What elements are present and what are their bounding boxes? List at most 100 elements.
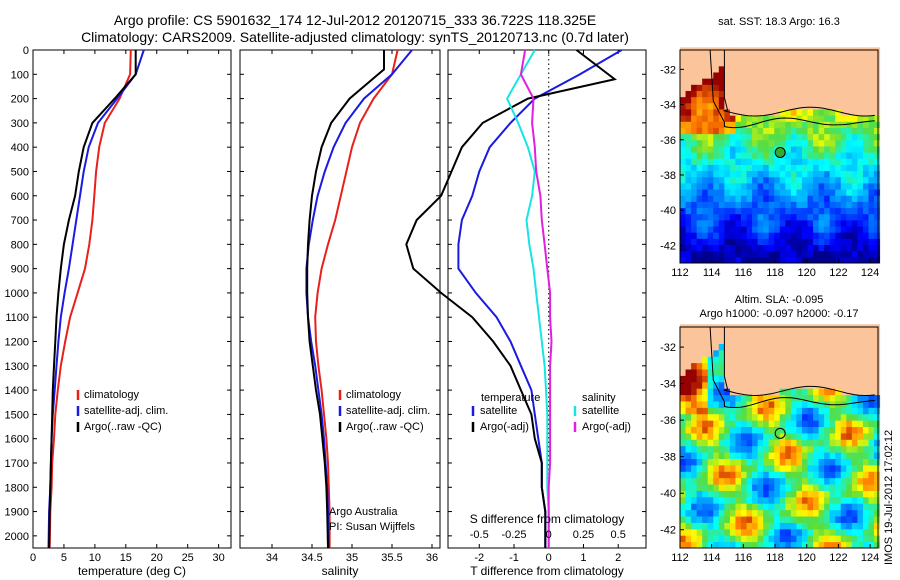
heatmap-cell <box>840 176 847 184</box>
heatmap-cell <box>768 484 775 491</box>
heatmap-cell <box>801 127 809 135</box>
heatmap-cell <box>840 343 847 351</box>
heatmap-cell <box>713 84 720 91</box>
heatmap-cell <box>824 59 831 67</box>
heatmap-cell <box>763 394 770 402</box>
heatmap-cell <box>846 90 853 98</box>
heatmap-cell <box>696 90 703 98</box>
heatmap-cell <box>807 439 814 447</box>
heatmap-cell <box>774 420 781 428</box>
heatmap-cell <box>774 207 781 215</box>
heatmap-cell <box>702 362 709 370</box>
heatmap-cell <box>846 127 853 135</box>
heatmap-cell <box>851 432 858 440</box>
heatmap-cell <box>702 78 709 85</box>
heatmap-cell <box>779 65 786 73</box>
heatmap-cell <box>735 127 742 135</box>
heatmap-cell <box>796 213 803 221</box>
heatmap-cell <box>874 182 881 190</box>
heatmap-cell <box>702 490 709 498</box>
heatmap-cell <box>829 496 836 504</box>
heatmap-cell <box>702 330 709 338</box>
heatmap-cell <box>680 170 687 178</box>
temperature-axes-box <box>32 49 232 549</box>
legend-label: satellite <box>480 405 517 417</box>
heatmap-cell <box>718 426 725 434</box>
heatmap-cell <box>835 503 842 511</box>
heatmap-cell <box>718 250 725 258</box>
heatmap-cell <box>680 477 687 485</box>
heatmap-cell <box>696 195 703 202</box>
heatmap-cell <box>862 503 869 511</box>
heatmap-cell <box>763 445 770 453</box>
heatmap-cell <box>735 102 742 110</box>
heatmap-cell <box>829 477 836 485</box>
heatmap-cell <box>818 102 825 110</box>
heatmap-cell <box>796 516 803 523</box>
heatmap-cell <box>796 256 803 264</box>
heatmap-cell <box>868 102 875 110</box>
x-tick-label: 34.5 <box>301 552 322 564</box>
heatmap-cell <box>829 176 836 184</box>
heatmap-cell <box>779 47 786 55</box>
heatmap-cell <box>746 324 753 332</box>
heatmap-cell <box>801 349 809 357</box>
heatmap-cell <box>851 541 858 549</box>
heatmap-cell <box>691 90 698 98</box>
heatmap-cell <box>691 452 698 459</box>
heatmap-cell <box>857 250 864 258</box>
heatmap-cell <box>785 445 792 453</box>
heatmap-cell <box>702 484 709 491</box>
heatmap-cell <box>740 232 748 239</box>
heatmap-cell <box>718 496 725 504</box>
heatmap-cell <box>813 238 820 246</box>
heatmap-cell <box>752 47 759 55</box>
heatmap-cell <box>818 375 825 383</box>
heatmap-cell <box>685 84 692 91</box>
heatmap-cell <box>713 195 720 202</box>
heatmap-cell <box>774 541 781 549</box>
heatmap-cell <box>846 343 853 351</box>
heatmap-cell <box>707 78 714 85</box>
heatmap-cell <box>824 407 831 415</box>
heatmap-cell <box>840 250 847 258</box>
heatmap-cell <box>691 522 698 530</box>
heatmap-cell <box>779 471 786 479</box>
heatmap-cell <box>824 207 831 215</box>
heatmap-cell <box>713 238 720 246</box>
heatmap-cell <box>774 213 781 221</box>
heatmap-cell <box>813 250 820 258</box>
heatmap-cell <box>702 369 709 376</box>
heatmap-cell <box>746 244 753 252</box>
x-tick-label: 122 <box>829 552 847 564</box>
heatmap-cell <box>685 238 692 246</box>
heatmap-cell <box>680 96 687 104</box>
heatmap-cell <box>713 407 720 415</box>
heatmap-cell <box>868 452 875 459</box>
heatmap-cell <box>801 400 809 408</box>
heatmap-cell <box>768 195 775 202</box>
heatmap-cell <box>835 102 842 110</box>
heatmap-cell <box>785 420 792 428</box>
heatmap-cell <box>752 388 759 396</box>
heatmap-cell <box>813 121 820 128</box>
heatmap-cell <box>707 490 714 498</box>
heatmap-cell <box>779 244 786 252</box>
heatmap-cell <box>718 349 725 357</box>
x-tick-label: 116 <box>735 552 753 564</box>
heatmap-cell <box>685 375 692 383</box>
heatmap-cell <box>768 349 775 357</box>
heatmap-cell <box>846 439 853 447</box>
heatmap-cell <box>696 219 703 227</box>
heatmap-cell <box>707 207 714 215</box>
heatmap-cell <box>868 158 875 165</box>
heatmap-cell <box>724 541 731 549</box>
heatmap-cell <box>696 381 703 389</box>
heatmap-cell <box>785 407 792 415</box>
heatmap-cell <box>768 490 775 498</box>
heatmap-cell <box>824 477 831 485</box>
heatmap-cell <box>796 65 803 73</box>
heatmap-cell <box>707 439 714 447</box>
heatmap-cell <box>801 375 809 383</box>
heatmap-cell <box>768 158 775 165</box>
